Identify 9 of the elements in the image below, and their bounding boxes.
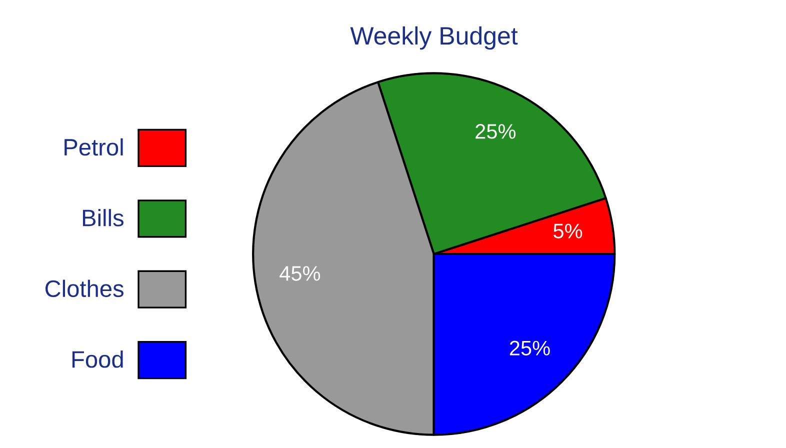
legend-label: Bills <box>82 209 124 226</box>
legend-label: Food <box>72 350 123 368</box>
data-label: 5% <box>554 224 582 238</box>
chart-title: Weekly Budget <box>350 26 518 50</box>
legend-label: Petrol <box>64 138 123 156</box>
data-label: 45% <box>280 266 320 281</box>
legend-label: Clothes <box>45 280 124 298</box>
data-label: 25% <box>476 124 516 139</box>
data-label: 25% <box>510 340 550 356</box>
